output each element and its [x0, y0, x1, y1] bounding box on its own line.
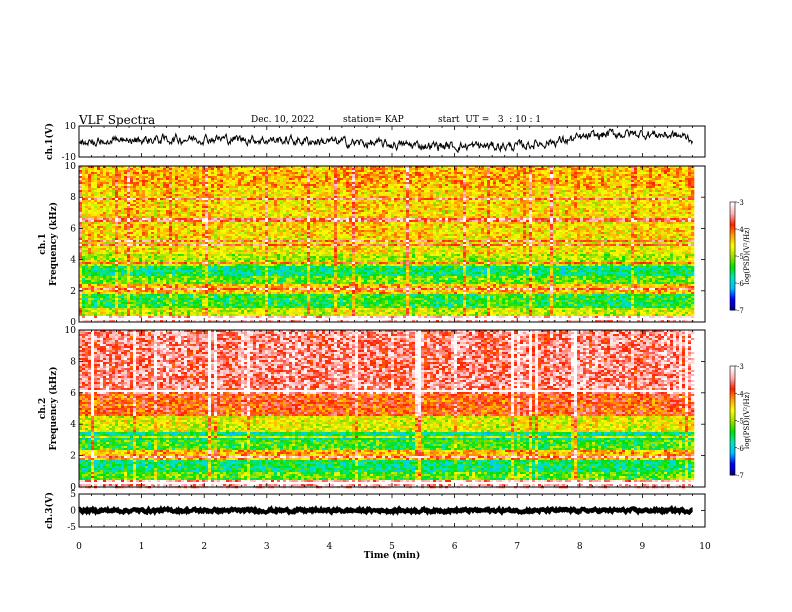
colorbar — [730, 366, 735, 476]
xtick-label: 4 — [327, 542, 333, 552]
colorbar — [730, 202, 735, 311]
colorbar-tick: -7 — [737, 307, 744, 315]
ytick-label: 4 — [70, 420, 76, 430]
ytick-label: 0 — [70, 483, 76, 493]
ylabel-ch1: ch.1(V) — [44, 123, 55, 160]
spectrogram-ch.1 — [79, 166, 694, 322]
ytick-label: 6 — [70, 389, 76, 399]
channel-label: ch.2 — [38, 398, 48, 419]
ytick-label: 10 — [65, 162, 77, 172]
ytick-label: 8 — [70, 357, 76, 367]
waveform-trace-ch3 — [79, 508, 693, 512]
colorbar-label: log(PSD)(V²/Hz) — [743, 392, 751, 449]
colorbar-tick: -7 — [737, 472, 744, 480]
channel-label: ch.1 — [38, 233, 48, 254]
ytick-label: 2 — [70, 452, 76, 462]
xlabel: Time (min) — [364, 550, 421, 561]
ytick-label: 0 — [70, 507, 76, 517]
ytick-label: 6 — [70, 224, 76, 234]
spectrogram-ch.2 — [79, 330, 694, 488]
ylabel-frequency: Frequency (kHz) — [48, 366, 59, 450]
xtick-label: 3 — [264, 542, 270, 552]
ytick-label: 10 — [65, 326, 77, 336]
colorbar-tick: -3 — [737, 199, 744, 207]
xtick-label: 6 — [452, 542, 458, 552]
xtick-label: 9 — [640, 542, 646, 552]
waveform-trace-ch1 — [79, 129, 693, 152]
ytick-label: 4 — [70, 256, 76, 266]
ytick-label: 10 — [65, 122, 77, 132]
ytick-label: 2 — [70, 287, 76, 297]
ylabel-frequency: Frequency (kHz) — [48, 202, 59, 286]
xtick-label: 0 — [76, 542, 82, 552]
xtick-label: 8 — [577, 542, 583, 552]
colorbar-label: log(PSD)(V²/Hz) — [743, 227, 751, 284]
colorbar-tick: -3 — [737, 363, 744, 371]
xtick-label: 1 — [139, 542, 145, 552]
ylabel-ch3: ch.3(V) — [44, 492, 55, 529]
xtick-label: 2 — [201, 542, 207, 552]
ytick-label: -5 — [67, 523, 76, 533]
xtick-label: 10 — [699, 542, 711, 552]
xtick-label: 7 — [514, 542, 520, 552]
ytick-label: 8 — [70, 193, 76, 203]
